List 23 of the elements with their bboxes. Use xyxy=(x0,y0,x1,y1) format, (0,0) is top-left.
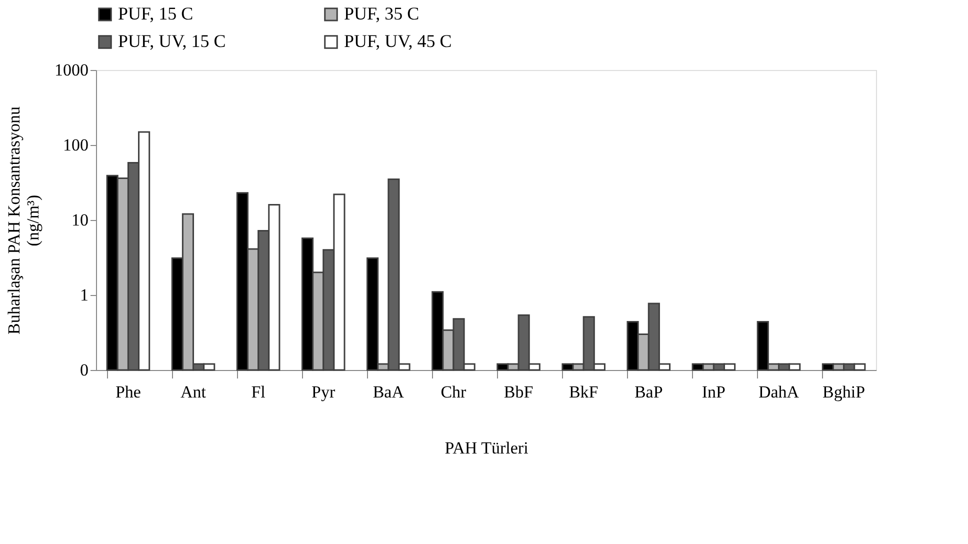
legend-label: PUF, 35 C xyxy=(344,3,420,24)
x-axis-title: PAH Türleri xyxy=(444,438,529,458)
x-tick-label: Chr xyxy=(440,382,467,402)
y-tick-label: 100 xyxy=(63,136,88,154)
y-tick-label: 0 xyxy=(80,360,88,380)
legend-label: PUF, UV, 15 C xyxy=(118,31,226,51)
x-tick-label: Pyr xyxy=(312,382,336,402)
legend-label: PUF, 15 C xyxy=(118,3,194,24)
x-tick-label: BghiP xyxy=(822,382,866,402)
x-tick-label: BaA xyxy=(372,382,405,402)
x-tick-label: InP xyxy=(702,382,726,402)
y-axis-title: Buharlaşan PAH Konsantrasyonu (ng/m³) xyxy=(4,106,42,334)
x-tick-label: Fl xyxy=(251,382,266,402)
x-tick-label: Phe xyxy=(115,382,141,402)
y-tick-label: 10 xyxy=(72,210,88,230)
x-tick-label: BaP xyxy=(634,382,663,402)
x-tick-label: BkF xyxy=(568,382,598,402)
x-tick-label: Ant xyxy=(180,382,206,402)
y-tick-label: 1 xyxy=(80,286,88,304)
y-tick-label: 1000 xyxy=(54,60,88,80)
x-tick-label: DahA xyxy=(758,382,800,402)
x-tick-label: BbF xyxy=(504,382,534,402)
legend-label: PUF, UV, 45 C xyxy=(344,31,452,51)
